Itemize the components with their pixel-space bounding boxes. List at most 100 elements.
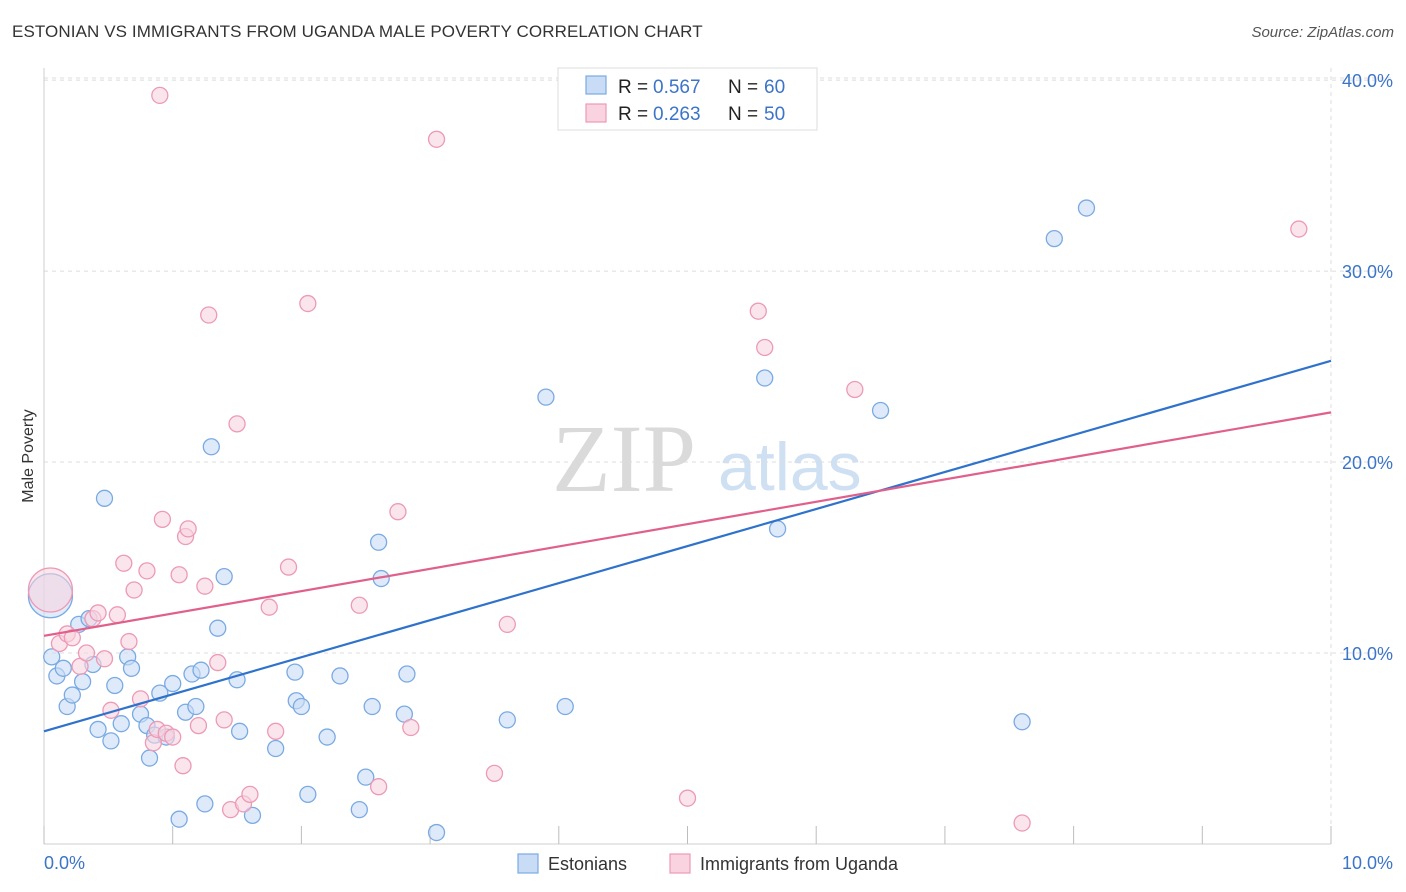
uganda-point-11 — [115, 554, 133, 572]
y-tick-label-2: 30.0% — [1342, 262, 1393, 282]
estonians-point-19 — [140, 749, 159, 767]
y-tick-label-1: 20.0% — [1342, 453, 1393, 473]
uganda-point-37 — [279, 558, 298, 576]
uganda-point-12 — [120, 632, 138, 651]
uganda-point-39 — [350, 596, 368, 614]
estonians-point-45 — [363, 697, 381, 716]
estonians-point-39 — [292, 697, 311, 716]
grid-lines — [44, 68, 1391, 844]
estonians-point-55 — [768, 520, 787, 538]
estonians-point-16 — [122, 659, 141, 677]
estonians-point-53 — [556, 697, 574, 716]
series-legend: Estonians Immigrants from Uganda — [517, 853, 899, 874]
estonians-point-58 — [1045, 229, 1063, 248]
estonians-point-28 — [192, 661, 210, 679]
legend-label-estonians: Estonians — [548, 854, 627, 874]
stats-n-label-2: N = — [728, 104, 758, 125]
uganda-point-51 — [1290, 220, 1308, 238]
estonians-point-1 — [43, 648, 61, 666]
uganda-point-36 — [267, 722, 285, 740]
uganda-point-22 — [170, 566, 188, 584]
estonians-point-29 — [196, 795, 214, 813]
estonians-point-7 — [73, 673, 92, 691]
uganda-point-15 — [138, 562, 156, 580]
uganda-point-40 — [369, 778, 388, 796]
uganda-point-35 — [260, 598, 278, 616]
stats-legend-swatch-pink — [585, 103, 607, 123]
legend-swatch-estonians — [517, 853, 539, 874]
uganda-point-3 — [63, 629, 81, 647]
estonians-trend-line — [43, 359, 1332, 733]
estonians-point-44 — [350, 800, 368, 819]
stats-legend: R = 0.567 N = 60 R = 0.263 N = 50 — [557, 67, 818, 131]
estonians-point-37 — [286, 663, 304, 681]
stats-n-label-1: N = — [728, 77, 758, 98]
estonians-point-59 — [1077, 199, 1096, 217]
stats-r-label-2: R = — [618, 104, 648, 125]
estonians-point-35 — [243, 806, 262, 825]
estonians-point-11 — [95, 489, 114, 507]
estonians-point-43 — [357, 768, 375, 786]
uganda-point-25 — [179, 520, 197, 538]
estonians-point-10 — [89, 720, 107, 739]
legend-label-uganda: Immigrants from Uganda — [700, 854, 899, 874]
estonians-point-41 — [318, 728, 336, 746]
estonians-point-49 — [398, 665, 416, 683]
stats-r-value-1: 0.567 — [653, 77, 701, 98]
estonians-point-14 — [112, 715, 130, 733]
legend-swatch-uganda — [669, 853, 691, 874]
estonians-point-3 — [54, 659, 72, 677]
y-tick-label-3: 40.0% — [1342, 71, 1393, 91]
scatter-points — [27, 86, 1308, 842]
uganda-point-30 — [215, 711, 233, 729]
estonians-point-52 — [537, 388, 555, 406]
estonians-point-13 — [106, 676, 124, 695]
x-tick-label-1: 10.0% — [1342, 853, 1393, 873]
uganda-point-47 — [749, 302, 767, 320]
uganda-point-10 — [108, 606, 127, 624]
uganda-point-42 — [402, 718, 420, 737]
uganda-point-21 — [164, 728, 182, 746]
y-axis-title: Male Poverty — [20, 409, 37, 502]
uganda-point-41 — [389, 503, 407, 521]
uganda-point-29 — [209, 653, 227, 672]
uganda-point-5 — [77, 644, 96, 662]
watermark-atlas: atlas — [718, 429, 862, 505]
uganda-point-43 — [427, 130, 446, 148]
estonians-point-57 — [1013, 713, 1031, 731]
uganda-point-48 — [756, 338, 774, 357]
stats-n-value-2: 50 — [764, 104, 785, 125]
estonians-point-56 — [871, 401, 890, 420]
estonians-point-5 — [63, 686, 81, 704]
stats-legend-swatch-blue — [585, 75, 607, 95]
estonians-point-51 — [498, 711, 516, 729]
uganda-point-13 — [125, 581, 143, 599]
uganda-point-49 — [846, 380, 864, 399]
uganda-point-46 — [678, 789, 697, 807]
uganda-point-0 — [27, 567, 74, 613]
x-minor-ticks — [43, 826, 1332, 844]
watermark-zip: ZIP — [552, 405, 696, 512]
uganda-point-38 — [299, 294, 317, 313]
estonians-point-42 — [331, 667, 349, 685]
estonians-point-54 — [756, 369, 774, 387]
estonians-point-30 — [202, 438, 220, 456]
uganda-point-45 — [498, 615, 516, 634]
estonians-point-27 — [187, 697, 205, 716]
tick-labels: 10.0% 20.0% 30.0% 40.0% 0.0% 10.0% — [44, 71, 1393, 873]
estonians-point-31 — [209, 619, 227, 637]
uganda-point-7 — [89, 604, 107, 622]
estonians-point-12 — [102, 732, 120, 750]
chart-title: ESTONIAN VS IMMIGRANTS FROM UGANDA MALE … — [12, 22, 703, 41]
estonians-point-34 — [230, 722, 249, 740]
uganda-point-50 — [1013, 814, 1031, 832]
x-tick-label-0: 0.0% — [44, 853, 85, 873]
uganda-point-18 — [151, 86, 169, 105]
estonians-point-32 — [215, 567, 233, 586]
source-credit: Source: ZipAtlas.com — [1251, 24, 1394, 41]
y-tick-label-0: 10.0% — [1342, 644, 1393, 664]
estonians-point-36 — [267, 739, 285, 758]
uganda-point-28 — [200, 306, 218, 324]
estonians-point-24 — [170, 810, 188, 828]
